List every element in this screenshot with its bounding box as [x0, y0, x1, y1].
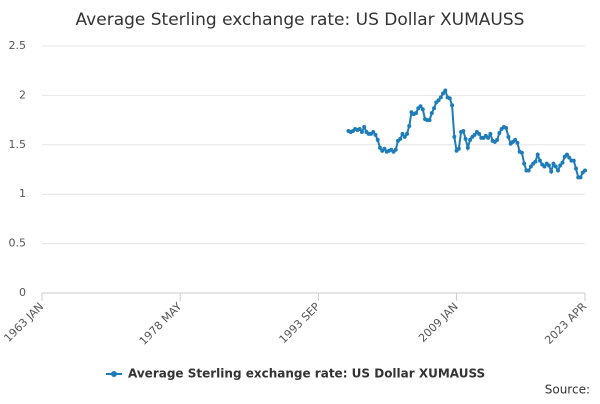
y-tick-label: 1 [19, 187, 26, 200]
x-tick-label: 1978 MAY [137, 300, 185, 348]
point [522, 161, 527, 166]
point [564, 152, 569, 157]
point [578, 175, 583, 180]
point [528, 164, 533, 169]
point [549, 169, 554, 174]
point [438, 95, 443, 100]
point [402, 134, 407, 139]
point [456, 146, 461, 151]
point [504, 126, 509, 131]
y-tick-label: 2 [19, 88, 26, 101]
point [398, 136, 403, 141]
point [357, 126, 362, 131]
point [393, 147, 398, 152]
y-tick-label: 0 [19, 286, 26, 299]
point [468, 137, 473, 142]
point [373, 132, 378, 137]
point [571, 158, 576, 163]
point [551, 161, 556, 166]
point [488, 131, 493, 136]
y-tick-label: 0.5 [9, 237, 27, 250]
point [506, 134, 511, 139]
point [443, 88, 448, 93]
point [583, 168, 587, 173]
point [560, 160, 565, 165]
point [359, 129, 364, 134]
point [382, 146, 387, 151]
source: Source: [545, 383, 590, 397]
point [436, 98, 441, 103]
x-tick-label: 1963 JAN [1, 300, 46, 345]
point [472, 132, 477, 137]
point [447, 96, 452, 101]
point [477, 131, 482, 136]
point [418, 104, 423, 109]
point [555, 168, 560, 173]
point [441, 91, 446, 96]
point [553, 164, 558, 169]
point [513, 137, 518, 142]
point [519, 150, 524, 155]
x-tick-label: 1993 SEP [277, 300, 323, 346]
point [371, 129, 376, 134]
point [533, 159, 538, 164]
point [537, 158, 542, 163]
point [414, 111, 419, 116]
point [432, 106, 437, 111]
point [452, 134, 457, 139]
y-tick-label: 2.5 [9, 39, 27, 52]
point [573, 166, 578, 171]
chart-title: Average Sterling exchange rate: US Dolla… [76, 10, 525, 30]
point [558, 163, 563, 168]
point [546, 163, 551, 168]
point [515, 140, 520, 145]
point [567, 155, 572, 160]
point [407, 124, 412, 129]
point [429, 111, 434, 116]
legend-label: Average Sterling exchange rate: US Dolla… [128, 367, 485, 381]
point [497, 130, 502, 135]
point [526, 168, 531, 173]
point [535, 152, 540, 157]
point [427, 118, 432, 123]
point [377, 145, 382, 150]
point [542, 164, 547, 169]
x-tick-label: 2023 APR [542, 300, 589, 347]
y-tick-label: 1.5 [9, 138, 27, 151]
point [400, 131, 405, 136]
point [362, 125, 367, 130]
point [375, 137, 380, 142]
point [420, 107, 425, 112]
point [495, 137, 500, 142]
legend-marker [111, 371, 117, 377]
point [461, 128, 466, 133]
point [450, 103, 455, 108]
x-tick-label: 2009 JAN [416, 300, 461, 345]
point [463, 136, 468, 141]
point [465, 145, 470, 150]
point [405, 131, 410, 136]
point [486, 135, 491, 140]
